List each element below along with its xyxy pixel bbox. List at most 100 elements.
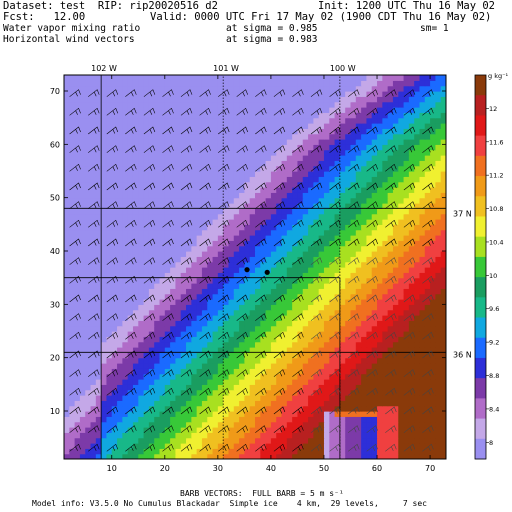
field-cell [398, 107, 405, 113]
field-cell [371, 352, 378, 359]
field-cell [228, 171, 235, 177]
field-cell [270, 128, 277, 135]
field-cell [377, 192, 383, 199]
field-cell [90, 341, 97, 348]
field-cell [350, 315, 357, 321]
field-cell [308, 160, 314, 167]
field-cell [233, 421, 240, 428]
field-cell [292, 128, 299, 135]
field-cell [355, 293, 362, 300]
field-cell [127, 160, 134, 167]
field-cell [414, 155, 421, 161]
field-cell [196, 341, 203, 348]
field-cell [292, 187, 299, 193]
field-cell [260, 139, 267, 145]
field-cell [339, 432, 346, 439]
field-cell [106, 304, 113, 311]
field-cell [270, 421, 277, 428]
field-cell [191, 229, 198, 236]
field-cell [244, 363, 251, 369]
field-cell [292, 443, 299, 449]
field-cell [297, 320, 304, 327]
field-cell [435, 107, 442, 113]
field-cell [101, 437, 108, 444]
field-cell [223, 208, 230, 215]
field-cell [95, 341, 102, 348]
field-cell [138, 133, 145, 140]
field-cell [180, 192, 187, 199]
field-cell [339, 421, 346, 428]
field-cell [297, 155, 304, 161]
field-cell [69, 357, 76, 364]
field-cell [318, 267, 325, 273]
field-cell [382, 453, 389, 459]
field-cell [143, 165, 150, 172]
field-cell [90, 293, 97, 300]
field-cell [345, 277, 352, 284]
field-cell [244, 224, 251, 231]
field-cell [196, 357, 203, 364]
field-cell [255, 229, 261, 236]
field-cell [79, 453, 86, 459]
field-cell [392, 411, 399, 417]
field-cell [276, 165, 283, 172]
field-cell [191, 144, 198, 151]
field-cell [159, 405, 166, 412]
field-cell [111, 197, 118, 204]
field-cell [255, 277, 261, 284]
field-cell [90, 437, 97, 444]
field-cell [154, 192, 161, 199]
field-cell [366, 149, 373, 156]
field-cell [392, 283, 399, 289]
field-cell [223, 139, 230, 145]
field-cell [302, 251, 309, 257]
field-cell [180, 309, 187, 316]
field-cell [111, 341, 118, 348]
field-cell [159, 123, 166, 129]
field-cell [159, 197, 166, 204]
field-cell [201, 187, 208, 193]
field-cell [175, 133, 182, 140]
field-cell [387, 133, 394, 140]
field-cell [323, 261, 330, 268]
field-cell [244, 176, 251, 183]
field-cell [286, 347, 293, 353]
field-cell [255, 144, 261, 151]
field-cell [106, 149, 113, 156]
field-cell [217, 240, 224, 247]
field-cell [170, 245, 177, 252]
field-cell [122, 368, 129, 375]
field-cell [345, 400, 352, 407]
field-cell [323, 320, 330, 327]
field-cell [414, 267, 421, 273]
field-cell [164, 384, 171, 391]
field-cell [106, 357, 113, 364]
field-cell [286, 133, 293, 140]
field-cell [201, 251, 208, 257]
field-cell [249, 331, 256, 337]
field-cell [228, 187, 235, 193]
field-cell [170, 117, 177, 124]
field-cell [79, 144, 86, 151]
field-cell [302, 373, 309, 380]
field-cell [424, 363, 431, 369]
field-cell [377, 267, 383, 273]
field-cell [281, 443, 288, 449]
field-cell [239, 432, 245, 439]
field-cell [308, 453, 314, 459]
field-cell [382, 293, 389, 300]
field-cell [430, 251, 436, 257]
field-cell [180, 416, 187, 423]
field-cell [143, 341, 150, 348]
field-cell [392, 107, 399, 113]
field-cell [223, 240, 230, 247]
field-cell [207, 181, 214, 188]
field-cell [286, 256, 293, 263]
field-cell [329, 197, 336, 204]
field-cell [255, 245, 261, 252]
field-cell [117, 347, 123, 353]
field-cell [318, 245, 325, 252]
field-cell [414, 224, 421, 231]
field-cell [286, 171, 293, 177]
field-cell [260, 277, 267, 284]
